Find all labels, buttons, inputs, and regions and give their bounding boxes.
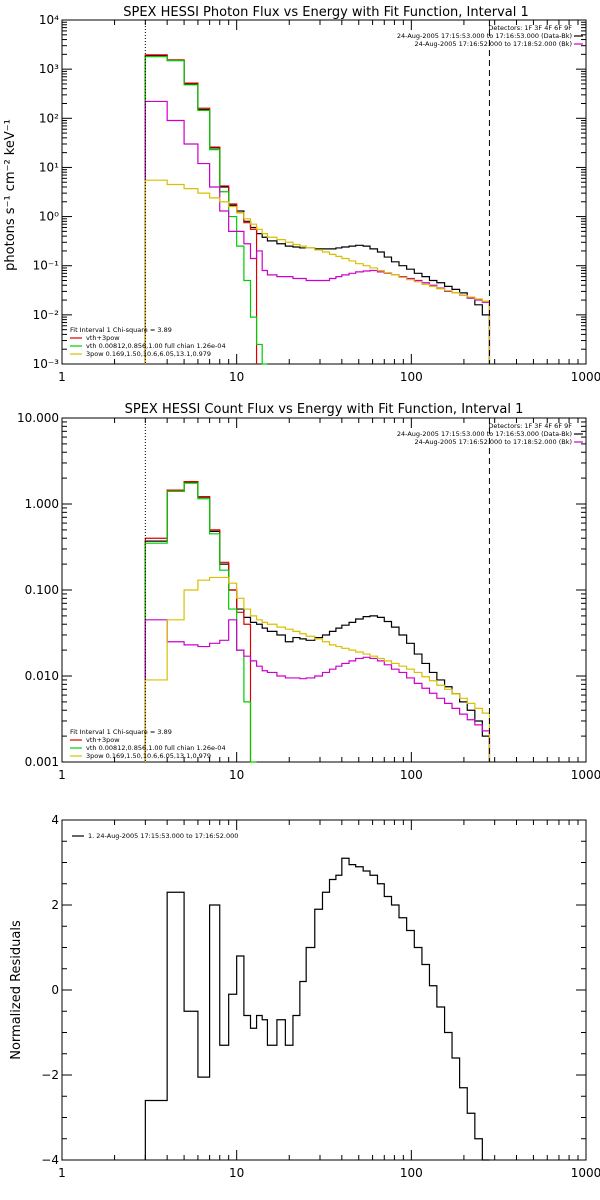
panel1-legend: Fit Interval 1 Chi-square = 3.89 vth+3po…: [70, 326, 226, 358]
x-tick-label: 1000: [571, 768, 600, 782]
panel3-ticks: 1 10 100 1000 −4 −2 0 2 4: [41, 813, 600, 1180]
y-tick-label: 10³: [39, 62, 59, 76]
y-tick-label: 10¹: [39, 160, 59, 174]
panel-residuals: Normalized Residuals 1 10 100 1000 −4 −2 0 2 4 1…: [9, 813, 600, 1180]
panel2-header: Detectors: 1F 3F 4F 6F 9F 24-Aug-2005 17…: [397, 422, 572, 446]
panel1-legend-line-4: 3pow 0.169,1.50,10.6,6.05,13.1,0.979: [86, 350, 211, 358]
x-tick-label: 100: [400, 768, 423, 782]
y-tick-label: 0.001: [25, 755, 59, 769]
series-1-line: [144, 481, 252, 762]
panel2-title: SPEX HESSI Count Flux vs Energy with Fit…: [125, 402, 524, 417]
series-0-line: [144, 857, 490, 1161]
panel1-ticks: 1 10 100 1000 10⁻³ 10⁻² 10⁻¹ 10⁰ 10¹ 10² 10³ 10⁴: [33, 13, 600, 384]
y-tick-label: 10⁴: [39, 13, 59, 27]
y-tick-label: −2: [41, 1068, 59, 1082]
x-tick-label: 1: [58, 768, 66, 782]
panel2-legend-line-4: 3pow 0.169,1.50,10.6,6.05,13.1,0.979: [86, 752, 211, 760]
panel1-plot-frame: [61, 19, 587, 365]
panel-photon-flux: SPEX HESSI Photon Flux vs Energy with Fi…: [3, 5, 600, 384]
panel1-header-swatches: [574, 35, 583, 45]
y-tick-label: 4: [51, 813, 59, 827]
panel2-legend-line-3: vth 0.00812,0.856,1.00 full chian 1.26e-…: [86, 744, 226, 752]
panel2-legend-line-1: Fit Interval 1 Chi-square = 3.89: [70, 728, 172, 736]
y-tick-label: 2: [51, 898, 59, 912]
panel1-series: [144, 54, 491, 365]
panel1-ylabel: photons s⁻¹ cm⁻² keV⁻¹: [3, 119, 18, 271]
x-tick-label: 1: [58, 1166, 66, 1180]
panel2-header-swatches: [574, 433, 583, 443]
y-tick-label: 10⁻²: [33, 308, 60, 322]
panel2-legend: Fit Interval 1 Chi-square = 3.89 vth+3po…: [70, 728, 226, 760]
series-0-line: [144, 54, 491, 364]
panel1-reference-lines: [144, 20, 490, 364]
panel1-legend-line-2: vth+3pow: [86, 334, 120, 342]
y-tick-label: 10⁰: [39, 210, 59, 224]
x-tick-label: 1000: [571, 1166, 600, 1180]
panel2-header-line-3: 24-Aug-2005 17:16:52.000 to 17:18:52.000…: [415, 438, 572, 446]
panel2-series: [144, 481, 491, 763]
x-tick-label: 1: [58, 370, 66, 384]
panel1-legend-line-3: vth 0.00812,0.856,1.00 full chian 1.26e-…: [86, 342, 226, 350]
y-tick-label: 0.010: [25, 669, 59, 683]
y-tick-label: 10⁻¹: [33, 259, 60, 273]
series-2-line: [144, 482, 257, 763]
panel1-legend-line-1: Fit Interval 1 Chi-square = 3.89: [70, 326, 172, 334]
panel3-legend: 1. 24-Aug-2005 17:15:53.000 to 17:16:52.…: [88, 832, 238, 840]
panel1-header-line-2: 24-Aug-2005 17:15:53.000 to 17:16:53.000…: [397, 32, 572, 40]
y-tick-label: −4: [41, 1153, 59, 1167]
y-tick-label: 0.100: [25, 583, 59, 597]
x-tick-label: 10: [229, 1166, 244, 1180]
series-3-line: [144, 619, 491, 762]
panel2-reference-lines: [144, 418, 490, 762]
panel2-legend-swatches: [70, 739, 82, 757]
panel2-header-line-1: Detectors: 1F 3F 4F 6F 9F: [488, 422, 572, 430]
series-2-line: [144, 56, 268, 365]
series-4-line: [144, 576, 491, 762]
panel2-plot-frame: [61, 417, 587, 763]
panel1-title: SPEX HESSI Photon Flux vs Energy with Fi…: [123, 5, 529, 20]
panel2-ticks: 1 10 100 1000 0.001 0.010 0.100 1.000 10.000: [17, 411, 600, 782]
y-tick-label: 1.000: [25, 497, 59, 511]
panel3-series: [144, 857, 490, 1161]
panel2-legend-line-2: vth+3pow: [86, 736, 120, 744]
panel1-header-line-1: Detectors: 1F 3F 4F 6F 9F: [488, 24, 572, 32]
x-tick-label: 10: [229, 370, 244, 384]
panel3-legend-line-1: 1. 24-Aug-2005 17:15:53.000 to 17:16:52.…: [88, 832, 238, 840]
x-tick-label: 100: [400, 370, 423, 384]
y-tick-label: 10.000: [17, 411, 59, 425]
panel1-header-line-3: 24-Aug-2005 17:16:52.000 to 17:18:52.000…: [415, 40, 572, 48]
panel3-ylabel: Normalized Residuals: [9, 920, 24, 1060]
y-tick-label: 10²: [39, 111, 59, 125]
series-4-line: [144, 179, 491, 364]
panel2-header-line-2: 24-Aug-2005 17:15:53.000 to 17:16:53.000…: [397, 430, 572, 438]
panel1-legend-swatches: [70, 337, 82, 355]
panel3-plot-frame: [61, 819, 587, 1161]
series-3-line: [144, 100, 491, 364]
y-tick-label: 10⁻³: [33, 357, 60, 371]
series-0-line: [144, 481, 491, 762]
x-tick-label: 10: [229, 768, 244, 782]
panel-count-flux: SPEX HESSI Count Flux vs Energy with Fit…: [17, 402, 600, 782]
x-tick-label: 100: [400, 1166, 423, 1180]
x-tick-label: 1000: [571, 370, 600, 384]
panel1-header: Detectors: 1F 3F 4F 6F 9F 24-Aug-2005 17…: [397, 24, 572, 48]
y-tick-label: 0: [51, 983, 59, 997]
